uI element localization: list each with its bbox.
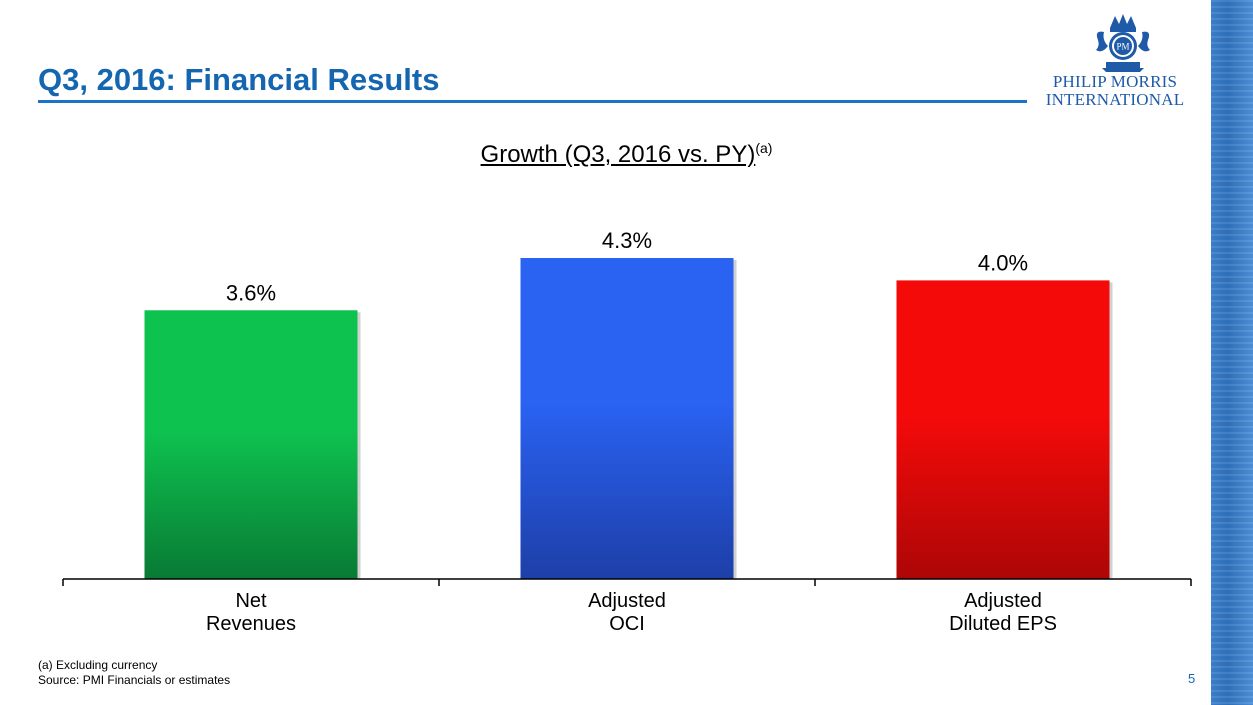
logo-line-1: PHILIP MORRIS bbox=[1052, 72, 1178, 91]
data-label-2: 4.3% bbox=[602, 228, 652, 253]
company-logo: PM PHILIP MORRIS INTERNATIONAL bbox=[1040, 10, 1190, 110]
category-label-3-line-2: Diluted EPS bbox=[949, 613, 1057, 635]
category-label-1-line-1: Net bbox=[235, 590, 267, 612]
chart-title: Growth (Q3, 2016 vs. PY)(a) bbox=[0, 140, 1253, 169]
bar-2 bbox=[520, 258, 734, 579]
title-underline-rule bbox=[38, 100, 1027, 103]
category-label-2-line-2: OCI bbox=[609, 613, 645, 635]
data-label-3: 4.0% bbox=[978, 250, 1028, 275]
bar-1 bbox=[144, 310, 358, 579]
category-label-2-line-1: Adjusted bbox=[588, 590, 666, 612]
source-note: Source: PMI Financials or estimates bbox=[38, 673, 231, 687]
chart-title-text: Growth (Q3, 2016 vs. PY) bbox=[480, 141, 756, 168]
footnote: (a) Excluding currency bbox=[38, 658, 158, 672]
category-label-3-line-1: Adjusted bbox=[964, 590, 1042, 612]
logo-line-2: INTERNATIONAL bbox=[1045, 90, 1185, 109]
page-title: Q3, 2016: Financial Results bbox=[38, 62, 440, 97]
page-number: 5 bbox=[1188, 671, 1196, 686]
data-label-1: 3.6% bbox=[226, 280, 276, 305]
bar-3 bbox=[896, 280, 1110, 579]
crest-emblem-icon: PM bbox=[1096, 14, 1150, 72]
chart-title-superscript: (a) bbox=[755, 140, 773, 156]
category-label-1-line-2: Revenues bbox=[206, 613, 296, 635]
side-decorative-stripe bbox=[1211, 0, 1253, 705]
logo-emblem-text: PM bbox=[1116, 42, 1129, 52]
